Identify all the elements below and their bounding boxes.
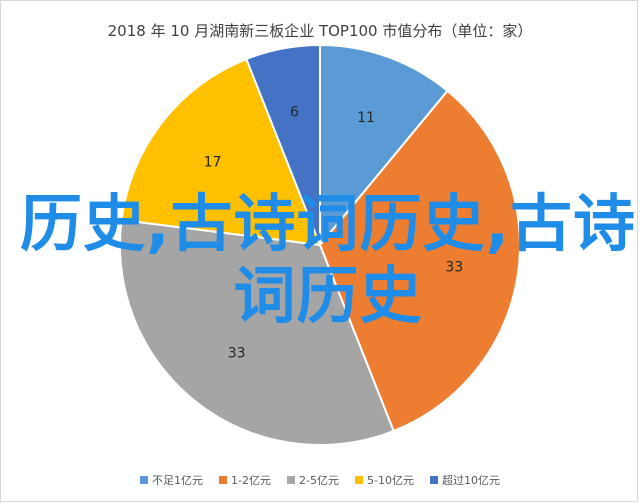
legend-label-4: 5-10亿元 <box>366 474 414 487</box>
legend-swatch-2 <box>219 476 228 484</box>
chart-legend: 不足1亿元 1-2亿元 2-5亿元 5-10亿元 超过10亿元 <box>0 472 640 488</box>
legend-item-2: 1-2亿元 <box>219 472 271 488</box>
data-label-3: 33 <box>228 345 246 361</box>
legend-label-3: 2-5亿元 <box>299 474 339 487</box>
data-label-4: 17 <box>204 155 222 171</box>
pie-slice-5 <box>245 43 321 246</box>
chart-title: 2018 年 10 月湖南新三板企业 TOP100 市值分布（单位：家） <box>107 22 533 40</box>
pie-slice-4 <box>120 57 322 247</box>
pie-slice-1 <box>319 43 449 248</box>
watermark-text: 历史,古诗词历史,古诗词历史 <box>19 187 637 332</box>
legend-swatch-4 <box>354 476 363 484</box>
legend-label-5: 超过10亿元 <box>441 474 500 487</box>
legend-item-1: 不足1亿元 <box>140 472 203 488</box>
legend-swatch-5 <box>429 476 438 484</box>
data-label-2: 33 <box>445 259 463 275</box>
legend-item-3: 2-5亿元 <box>287 472 339 488</box>
legend-swatch-1 <box>140 476 149 484</box>
legend-item-4: 5-10亿元 <box>354 472 414 488</box>
legend-label-1: 不足1亿元 <box>152 474 204 487</box>
pie-slice-3 <box>119 218 395 446</box>
pie-slice-2 <box>318 89 521 433</box>
legend-label-2: 1-2亿元 <box>231 474 272 487</box>
data-label-5: 6 <box>290 104 299 120</box>
legend-swatch-3 <box>287 476 296 484</box>
data-label-1: 11 <box>357 110 375 126</box>
legend-item-5: 超过10亿元 <box>429 472 500 488</box>
